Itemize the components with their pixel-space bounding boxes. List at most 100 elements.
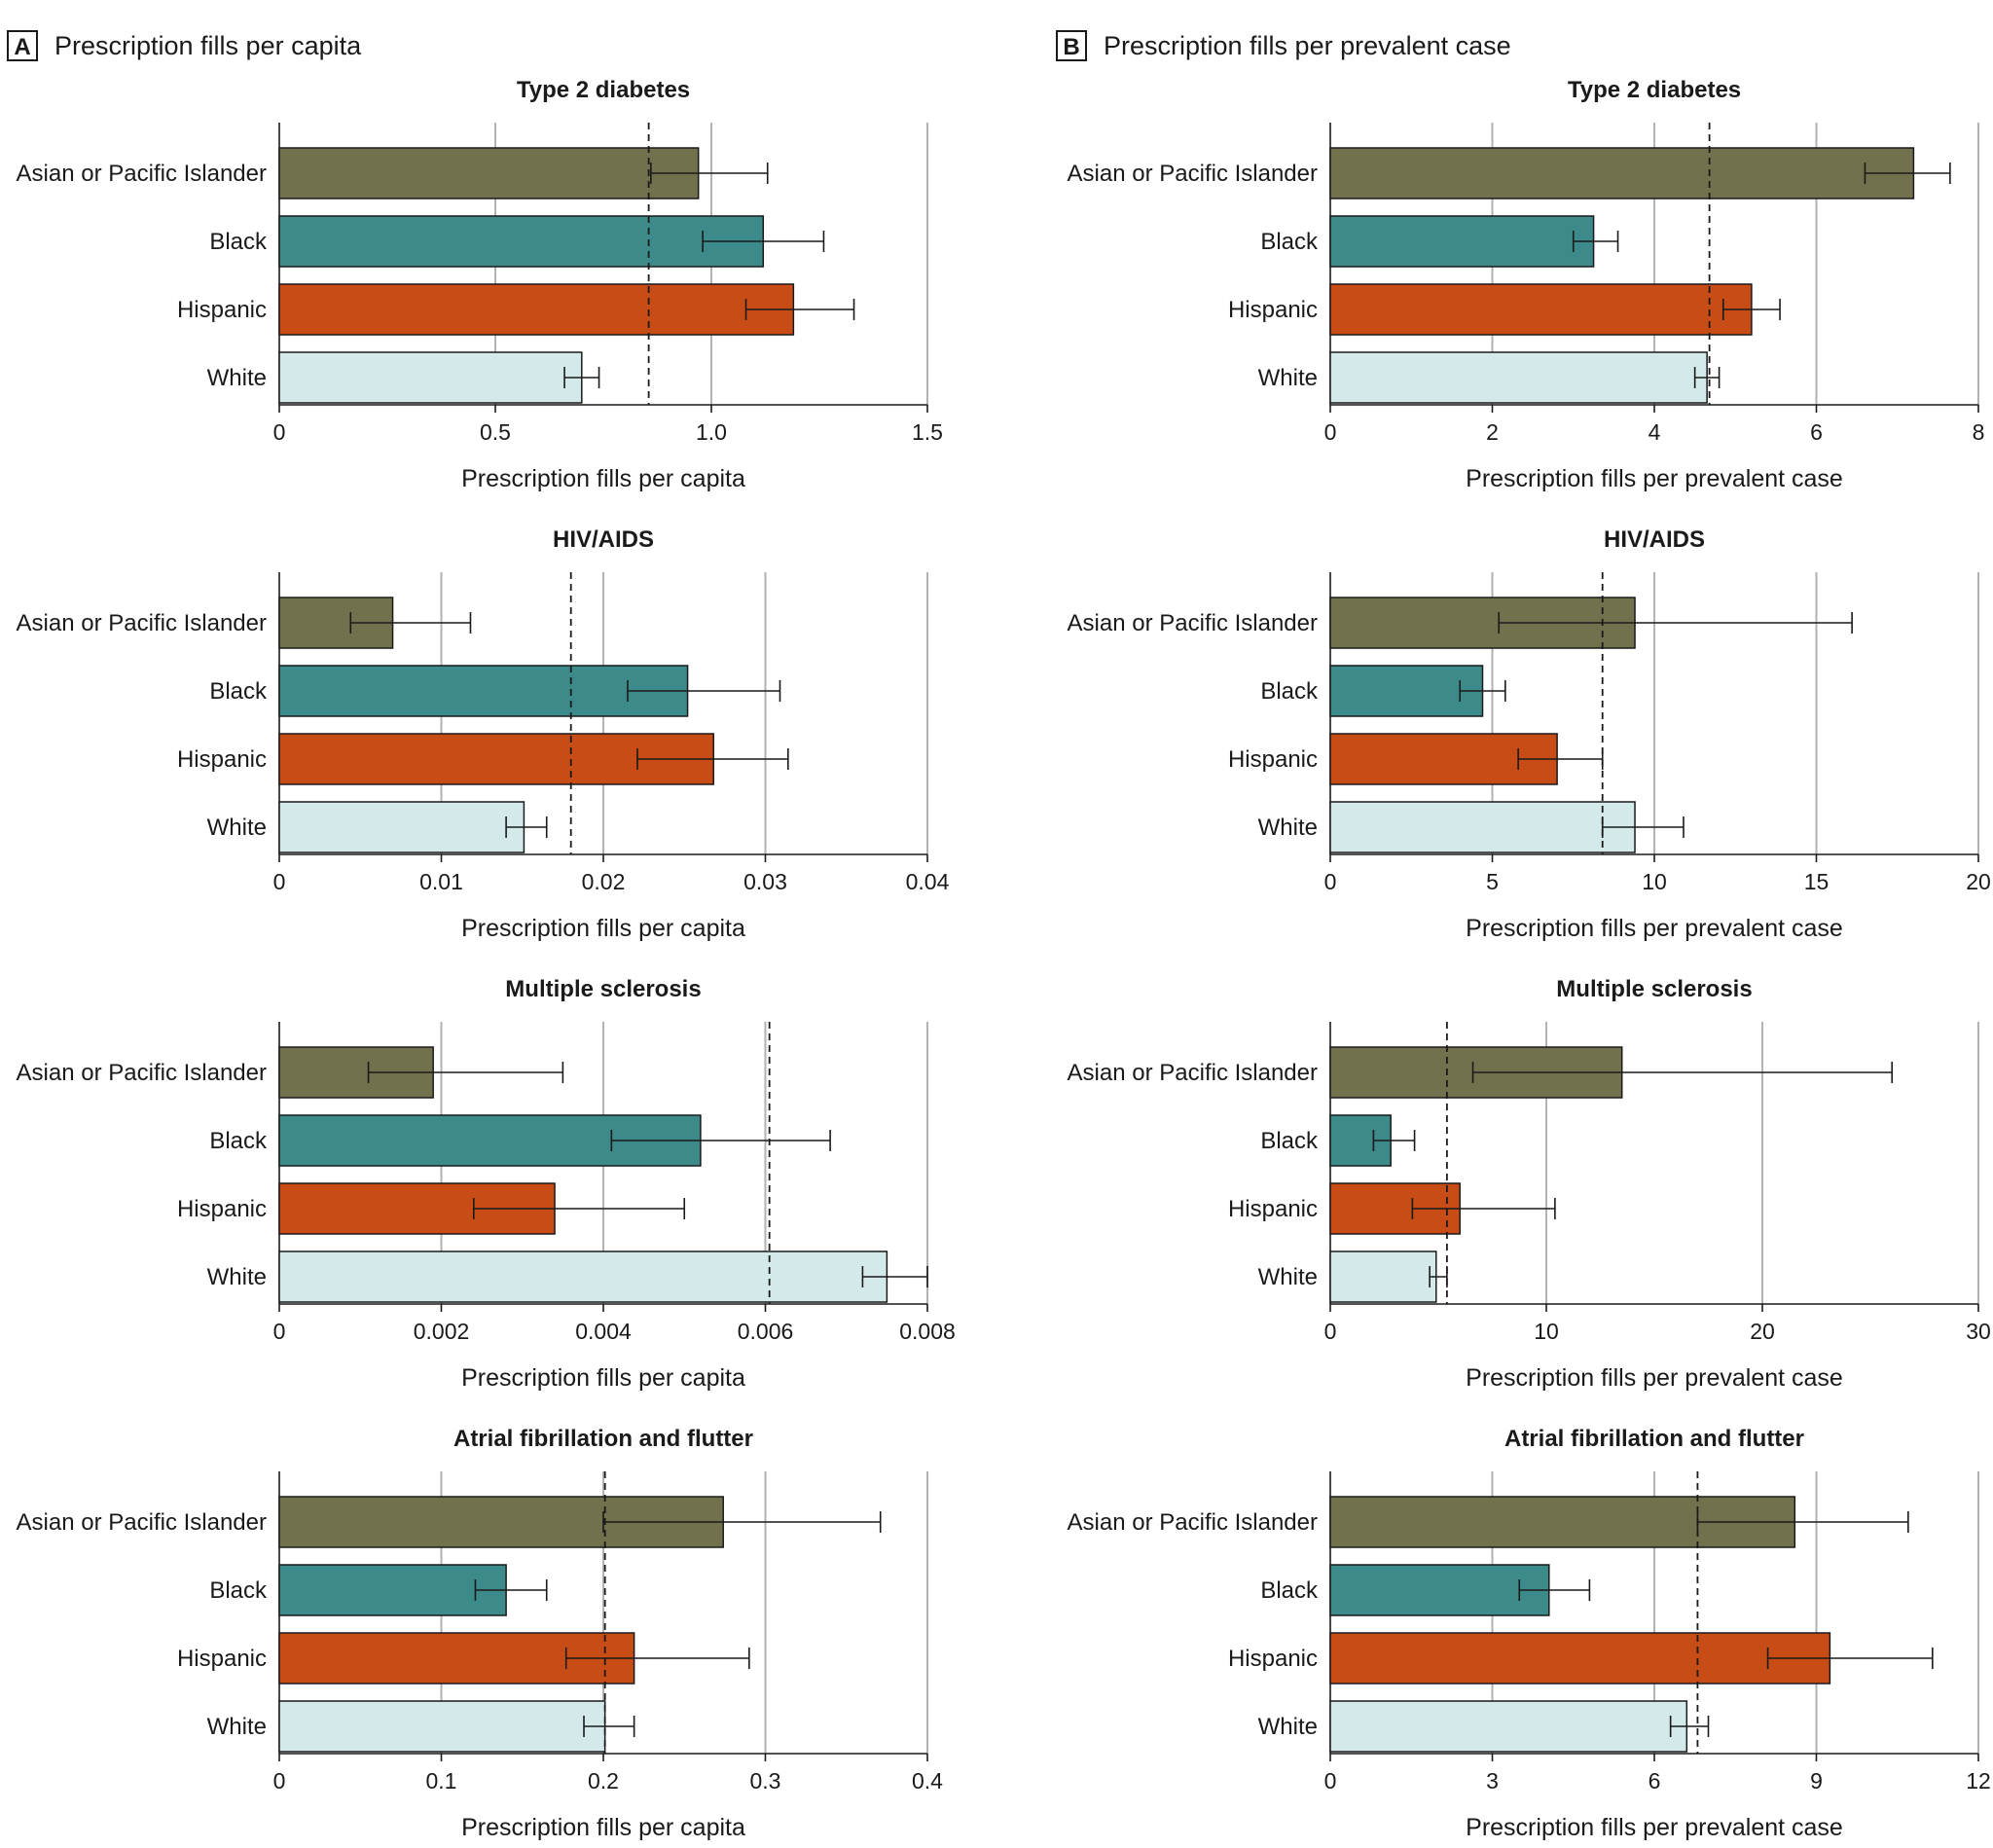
chart-a-multiple-sclerosis-tick-label: 0.004 [575,1319,632,1344]
chart-a-hiv-aids-errorbar-hispanic [636,748,789,770]
chart-b-hiv-aids: HIV/AIDS 0 5 10 15 20 Asian or Pacific Islande… [1068,526,1991,942]
chart-a-multiple-sclerosis-category-label: White [207,1264,267,1290]
chart-b-hiv-aids-bar-black [1329,665,1484,717]
panel-b-letter: B [1063,34,1079,60]
chart-b-multiple-sclerosis-tick-label: 30 [1966,1319,1991,1344]
chart-a-hiv-aids-tick-label: 0.04 [906,869,950,894]
chart-a-atrial-fibrillation-and-flutter-x-axis-label: Prescription fills per capita [461,1814,745,1841]
chart-b-multiple-sclerosis-category-label: Black [1260,1128,1319,1154]
chart-b-atrial-fibrillation-and-flutter: Atrial fibrillation and flutter 0 3 6 9 12 Asi… [1068,1426,1991,1841]
chart-a-atrial-fibrillation-and-flutter-category-label: Hispanic [177,1646,267,1672]
chart-a-type-2-diabetes-bar-white [278,351,583,404]
chart-b-multiple-sclerosis-errorbar-black [1372,1130,1416,1151]
chart-b-atrial-fibrillation-and-flutter-tick-label: 0 [1324,1768,1337,1794]
chart-a-atrial-fibrillation-and-flutter-tick-label: 0 [273,1768,286,1794]
chart-b-type-2-diabetes-category-label: White [1258,365,1318,391]
panel-b-header: B Prescription fills per prevalent case [1056,30,1511,61]
chart-b-atrial-fibrillation-and-flutter-x-axis-label: Prescription fills per prevalent case [1466,1814,1843,1841]
chart-a-hiv-aids-category-label: White [207,815,267,841]
chart-a-multiple-sclerosis-bar-white [278,1250,888,1303]
chart-a-hiv-aids-bar-black [278,665,689,717]
chart-b-multiple-sclerosis-category-label: Hispanic [1228,1196,1318,1222]
chart-a-multiple-sclerosis-errorbar-hispanic [473,1198,686,1219]
chart-b-hiv-aids-tick-label: 20 [1966,869,1991,894]
chart-a-hiv-aids-category-label: Black [209,678,268,705]
chart-b-hiv-aids-title: HIV/AIDS [1604,526,1705,553]
chart-b-type-2-diabetes-tick-label: 2 [1486,419,1499,445]
chart-b-atrial-fibrillation-and-flutter-tick-label: 12 [1966,1768,1991,1794]
chart-b-hiv-aids-x-axis-label: Prescription fills per prevalent case [1466,915,1843,942]
chart-b-type-2-diabetes-tick-label: 0 [1324,419,1337,445]
chart-b-atrial-fibrillation-and-flutter-title: Atrial fibrillation and flutter [1504,1426,1804,1452]
chart-b-multiple-sclerosis-errorbar-asian-or-pacific-islander [1471,1062,1893,1083]
chart-a-hiv-aids-tick-label: 0.03 [743,869,787,894]
chart-b-type-2-diabetes: Type 2 diabetes 0 2 4 6 8 Asian or Pacific Isl… [1068,77,1985,492]
chart-a-hiv-aids-errorbar-white [505,816,548,838]
chart-a-hiv-aids-category-label: Hispanic [177,746,267,773]
chart-a-atrial-fibrillation-and-flutter-tick-label: 0.3 [750,1768,781,1794]
chart-a-multiple-sclerosis-errorbar-asian-or-pacific-islander [367,1062,564,1083]
chart-a-atrial-fibrillation-and-flutter-category-label: White [207,1714,267,1740]
chart-a-type-2-diabetes-x-axis-label: Prescription fills per capita [461,465,745,492]
chart-b-hiv-aids-category-label: Asian or Pacific Islander [1068,610,1318,636]
chart-a-type-2-diabetes-tick-label: 0 [273,419,286,445]
chart-a-type-2-diabetes-title: Type 2 diabetes [517,77,690,103]
chart-b-hiv-aids-tick-label: 0 [1324,869,1337,894]
chart-a-atrial-fibrillation-and-flutter-bar-black [278,1564,507,1616]
chart-a-type-2-diabetes-category-label: Asian or Pacific Islander [17,161,267,187]
chart-a-hiv-aids-tick-label: 0 [273,869,286,894]
chart-b-type-2-diabetes-errorbar-hispanic [1721,299,1781,320]
chart-b-atrial-fibrillation-and-flutter-bar-hispanic [1329,1632,1831,1685]
panel-a-title: Prescription fills per capita [54,31,362,60]
chart-a-multiple-sclerosis-category-label: Asian or Pacific Islander [17,1060,267,1086]
chart-b-hiv-aids-tick-label: 10 [1642,869,1667,894]
chart-a-multiple-sclerosis-tick-label: 0 [273,1319,286,1344]
chart-a-type-2-diabetes: Type 2 diabetes 0 0.5 1.0 1.5 Asian or Pacifi… [17,77,943,492]
chart-b-hiv-aids-tick-label: 5 [1486,869,1499,894]
chart-a-multiple-sclerosis-x-axis-label: Prescription fills per capita [461,1364,745,1392]
chart-b-atrial-fibrillation-and-flutter-errorbar-hispanic [1766,1648,1934,1669]
chart-b-multiple-sclerosis-category-label: White [1258,1264,1318,1290]
chart-a-hiv-aids-errorbar-asian-or-pacific-islander [349,612,472,634]
chart-a-type-2-diabetes-bar-hispanic [278,283,795,336]
chart-a-atrial-fibrillation-and-flutter-errorbar-asian-or-pacific-islander [602,1511,882,1533]
chart-b-type-2-diabetes-tick-label: 8 [1973,419,1985,445]
chart-b-atrial-fibrillation-and-flutter-bar-white [1329,1700,1688,1753]
chart-a-atrial-fibrillation-and-flutter-tick-label: 0.1 [426,1768,457,1794]
chart-a-atrial-fibrillation-and-flutter-category-label: Asian or Pacific Islander [17,1509,267,1536]
chart-b-multiple-sclerosis: Multiple sclerosis 0 10 20 30 Asian or Pacifi… [1068,976,1991,1392]
chart-b-type-2-diabetes-errorbar-black [1572,231,1619,252]
chart-b-hiv-aids-category-label: Black [1260,678,1319,705]
chart-a-type-2-diabetes-bar-black [278,215,765,268]
chart-a-hiv-aids-tick-label: 0.01 [419,869,463,894]
chart-b-hiv-aids-tick-label: 15 [1804,869,1830,894]
chart-a-atrial-fibrillation-and-flutter-errorbar-black [474,1579,548,1601]
chart-a-atrial-fibrillation-and-flutter-errorbar-white [583,1716,635,1737]
chart-b-hiv-aids-errorbar-black [1459,680,1506,702]
chart-a-hiv-aids-errorbar-black [627,680,781,702]
chart-a-atrial-fibrillation-and-flutter-bar-white [278,1700,606,1753]
chart-b-hiv-aids-category-label: White [1258,815,1318,841]
chart-b-atrial-fibrillation-and-flutter-tick-label: 9 [1810,1768,1823,1794]
chart-b-multiple-sclerosis-title: Multiple sclerosis [1556,976,1752,1002]
chart-a-type-2-diabetes-errorbar-black [702,231,825,252]
chart-a-type-2-diabetes-tick-label: 0.5 [480,419,511,445]
chart-a-type-2-diabetes-errorbar-white [563,367,600,388]
chart-b-type-2-diabetes-tick-label: 6 [1810,419,1823,445]
chart-b-type-2-diabetes-category-label: Hispanic [1228,297,1318,323]
chart-b-multiple-sclerosis-bar-white [1329,1250,1437,1303]
chart-a-multiple-sclerosis-errorbar-black [610,1130,831,1151]
chart-a-type-2-diabetes-category-label: Black [209,229,268,255]
panel-a-letter-box [7,30,38,61]
chart-b-type-2-diabetes-bar-white [1329,351,1708,404]
chart-b-atrial-fibrillation-and-flutter-errorbar-black [1518,1579,1591,1601]
chart-a-multiple-sclerosis-tick-label: 0.006 [738,1319,794,1344]
chart-a-atrial-fibrillation-and-flutter: Atrial fibrillation and flutter 0 0.1 0.2 0.… [17,1426,944,1841]
chart-a-atrial-fibrillation-and-flutter-tick-label: 0.2 [588,1768,619,1794]
chart-b-hiv-aids-errorbar-asian-or-pacific-islander [1498,612,1853,634]
chart-b-type-2-diabetes-errorbar-asian-or-pacific-islander [1864,163,1951,184]
chart-b-multiple-sclerosis-tick-label: 0 [1324,1319,1337,1344]
chart-a-multiple-sclerosis-title: Multiple sclerosis [505,976,701,1002]
chart-b-multiple-sclerosis-category-label: Asian or Pacific Islander [1068,1060,1318,1086]
charts-container: Type 2 diabetes 0 0.5 1.0 1.5 Asian or Pacifi… [17,77,1991,1841]
